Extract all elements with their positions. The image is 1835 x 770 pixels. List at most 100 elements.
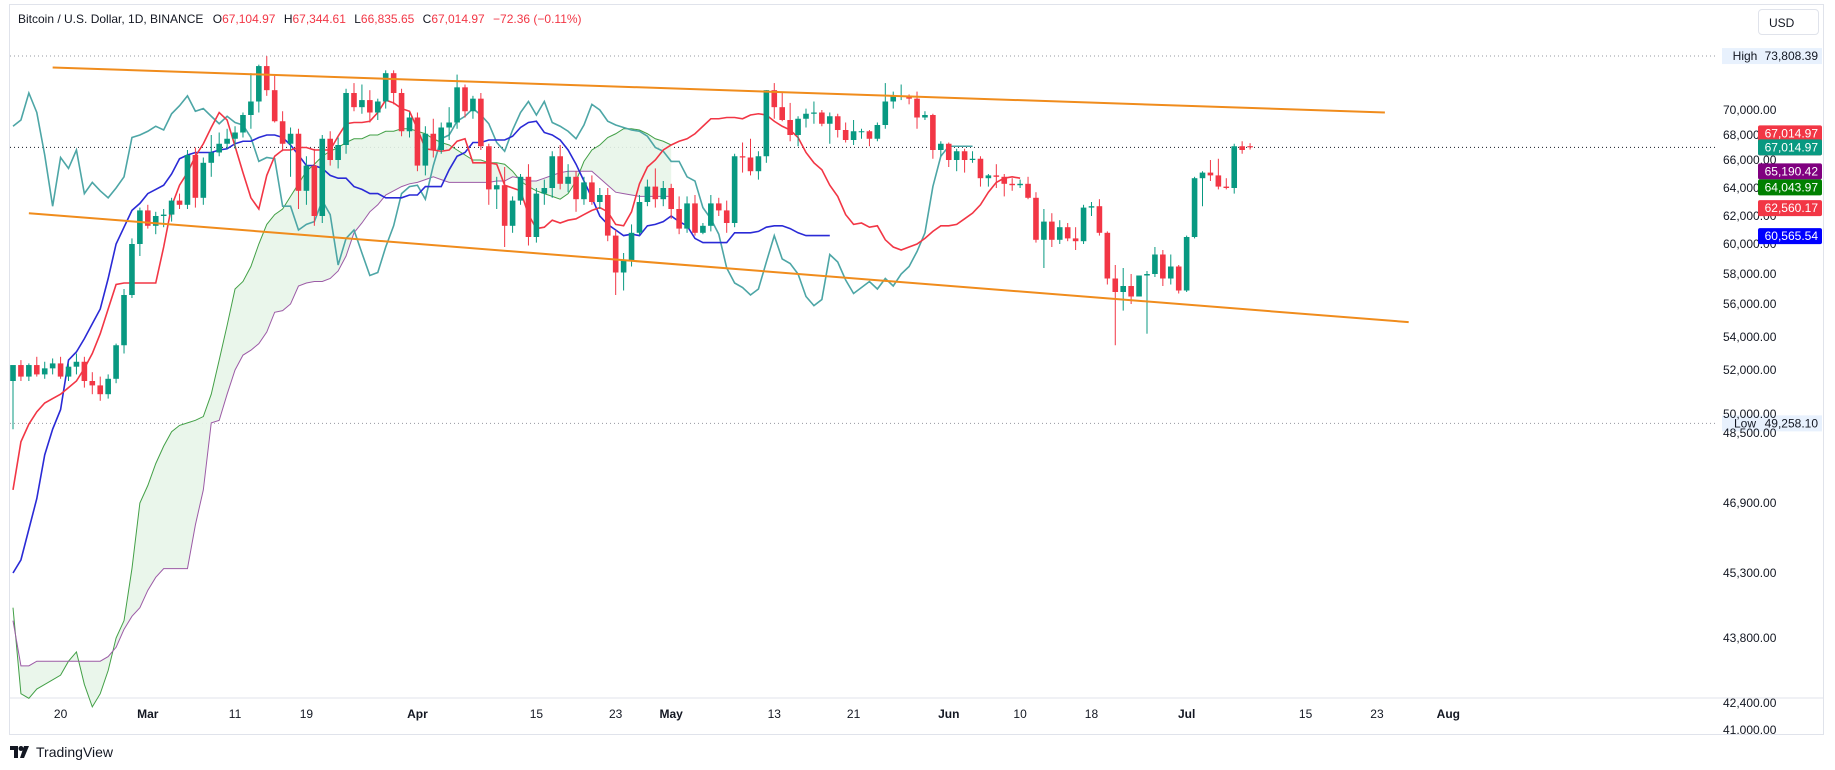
candle-body [850,131,857,140]
high-label: H [283,12,293,26]
candle-body [787,120,793,135]
candle-body [573,176,579,200]
y-tick-label: 46,900.00 [1723,496,1777,510]
candle-body [224,138,230,144]
x-tick-label: 15 [1299,707,1313,721]
candle-body [232,132,238,139]
candle-body [1215,175,1222,187]
candle-body [1191,178,1198,237]
candlestick-series [10,56,1253,430]
y-tick-label: 70,000.00 [1723,103,1777,117]
candle-body [382,73,389,102]
y-tick-label: 48,500.00 [1723,426,1777,440]
y-tick-label: 56,000.00 [1723,297,1777,311]
candle-body [755,156,762,172]
x-tick-label: 13 [768,707,782,721]
x-tick-label: May [660,707,684,721]
price-tag-value: 64,043.97 [1765,180,1819,194]
candle-body [248,101,254,115]
candle-body [779,107,786,120]
candle-body [509,200,516,226]
candle-body [763,90,770,157]
candle-body [961,151,968,160]
x-tick-label: 23 [1370,707,1384,721]
candle-body [620,260,627,273]
ichimoku-cloud [13,128,672,707]
chart-frame[interactable]: High 73,808.39 Low 49,258.10 70,000.00 68,00… [9,4,1824,735]
candle-body [604,195,611,236]
y-tick-label: 52,000.00 [1723,363,1777,377]
candle-body [922,115,928,118]
candle-body [1104,232,1111,279]
candle-body [708,203,714,226]
candle-body [160,214,167,216]
x-tick-label: 15 [530,707,544,721]
footer-brand[interactable]: TradingView [10,744,113,760]
candle-body [493,185,500,190]
candle-body [938,143,944,150]
trendline[interactable] [52,66,1385,114]
candle-body [1088,206,1095,208]
candle-body [1167,266,1174,279]
candle-body [470,98,476,112]
candle-body [1033,197,1039,240]
leading-span-a-line [12,128,672,709]
conversion-line [12,99,1021,491]
y-tick-label: 42,400.00 [1723,696,1777,710]
candle-body [398,93,405,132]
price-tag-value: 62,560.17 [1765,201,1819,215]
candle-body [1064,227,1071,239]
currency-button[interactable]: USD [1758,9,1819,35]
x-tick-label: 20 [54,707,68,721]
candle-body [715,203,722,211]
x-tick-label: 10 [1013,707,1027,721]
symbol-name: Bitcoin / U.S. Dollar, 1D, BINANCE [18,12,204,26]
candle-body [731,156,738,223]
candle-body [26,365,32,377]
time-axis[interactable]: 20 Mar 11 19 Apr 15 23 May 13 21 Jun 10 18 Jul 15 23 Aug [54,707,1460,721]
base-line [12,120,830,574]
candle-body [33,365,40,375]
candle-body [176,200,183,205]
candle-body [343,93,349,145]
candle-body [525,176,532,237]
extreme-value: 49,258.10 [1765,416,1819,430]
y-tick-label: 54,000.00 [1723,330,1777,344]
candle-body [192,155,199,198]
x-tick-label: 23 [609,707,623,721]
candle-body [1120,286,1126,292]
candle-body [295,133,302,191]
candle-body [97,385,104,395]
price-tag-bg [1758,200,1822,217]
candle-body [200,162,207,198]
candle-body [303,165,310,191]
candle-body [240,115,246,133]
candle-body [501,185,508,226]
candle-body [256,66,262,102]
candle-body [438,127,445,150]
candle-body [208,152,215,163]
candle-body [486,146,492,190]
x-tick-label: 18 [1085,707,1099,721]
candle-body [969,158,976,160]
candle-body [390,73,397,93]
candle-body [1128,286,1134,297]
candle-body [1152,254,1158,274]
candle-body [1112,278,1119,292]
trendline[interactable] [28,212,1409,324]
price-axis[interactable]: 70,000.0068,000.0066,000.0064,000.0062,0… [1723,103,1777,734]
change-value: −72.36 (−0.11%) [493,12,582,26]
candle-body [1049,221,1055,240]
candle-body [10,365,16,381]
trendlines[interactable] [28,66,1409,324]
price-tag-value: 67,014.97 [1765,140,1819,154]
candle-body [271,90,278,122]
candle-body [882,101,889,125]
extreme-label-bg [1722,48,1822,65]
candle-body [1231,146,1238,188]
indicator-lines [12,90,1021,709]
candle-body [1056,227,1063,240]
price-chart[interactable]: High 73,808.39 Low 49,258.10 70,000.0068,00… [10,5,1823,734]
candle-body [105,378,111,395]
y-tick-label: 50,000.00 [1723,407,1777,421]
